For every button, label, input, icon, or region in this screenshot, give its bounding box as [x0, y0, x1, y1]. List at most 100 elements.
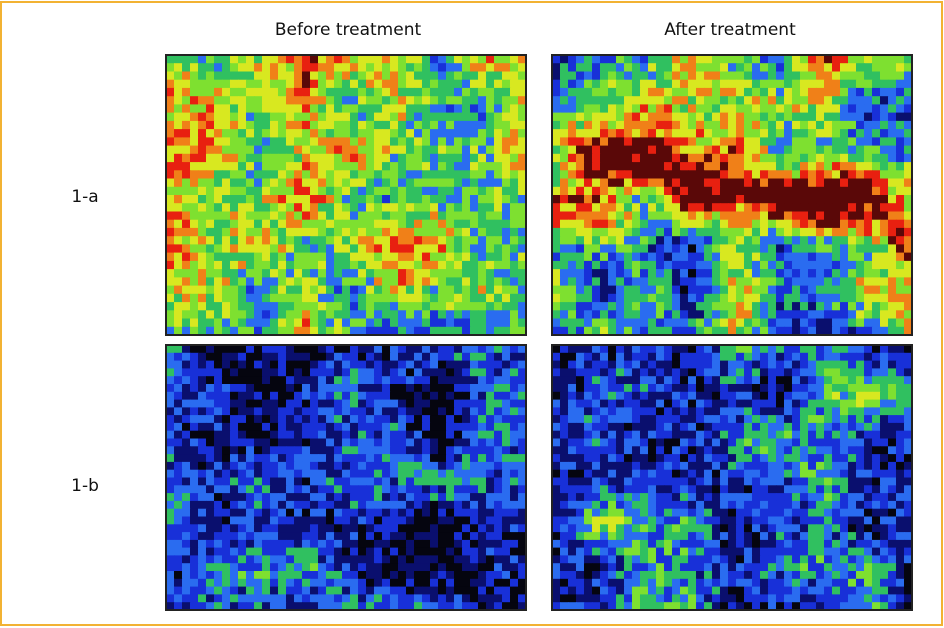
- heat-cell: [896, 368, 905, 376]
- heat-cell: [880, 286, 889, 295]
- heat-cell: [414, 236, 423, 245]
- heat-cell: [792, 392, 801, 400]
- heat-cell: [254, 376, 263, 384]
- heat-cell: [792, 170, 801, 179]
- heat-cell: [824, 220, 833, 229]
- heat-cell: [864, 195, 873, 204]
- heat-cell: [422, 454, 431, 462]
- heat-cell: [880, 220, 889, 229]
- heat-cell: [560, 72, 569, 81]
- heat-cell: [486, 579, 495, 587]
- heat-cell: [454, 269, 463, 278]
- heat-cell: [350, 532, 359, 540]
- heat-cell: [398, 88, 407, 97]
- heat-cell: [768, 195, 777, 204]
- row-label: 1-b: [71, 476, 99, 496]
- heat-cell: [680, 88, 689, 97]
- heat-cell: [430, 187, 439, 196]
- heat-cell: [382, 261, 391, 270]
- heat-cell: [374, 179, 383, 188]
- heat-cell: [430, 439, 439, 447]
- heat-cell: [278, 524, 287, 532]
- heatmap: [166, 345, 527, 611]
- heat-cell: [872, 376, 881, 384]
- heat-cell: [784, 310, 793, 319]
- heat-cell: [422, 587, 431, 595]
- heat-cell: [182, 439, 191, 447]
- heat-cell: [486, 88, 495, 97]
- heat-cell: [888, 154, 897, 163]
- heat-cell: [872, 88, 881, 97]
- heat-cell: [166, 501, 175, 509]
- heat-cell: [230, 415, 239, 423]
- heat-cell: [366, 187, 375, 196]
- heat-cell: [864, 269, 873, 278]
- heat-cell: [390, 563, 399, 571]
- heat-cell: [182, 376, 191, 384]
- heat-cell: [326, 187, 335, 196]
- heat-cell: [624, 146, 633, 155]
- heat-cell: [494, 294, 503, 303]
- heat-cell: [374, 540, 383, 548]
- heat-cell: [454, 96, 463, 105]
- heat-cell: [238, 146, 247, 155]
- heat-cell: [446, 478, 455, 486]
- heat-cell: [632, 129, 641, 138]
- heat-cell: [486, 563, 495, 571]
- heat-cell: [680, 269, 689, 278]
- heat-cell: [214, 462, 223, 470]
- heat-cell: [326, 439, 335, 447]
- heat-cell: [704, 96, 713, 105]
- heat-cell: [816, 137, 825, 146]
- heat-cell: [390, 423, 399, 431]
- heat-cell: [310, 563, 319, 571]
- heat-cell: [470, 319, 479, 328]
- heat-cell: [680, 72, 689, 81]
- heat-cell: [278, 88, 287, 97]
- heat-cell: [422, 294, 431, 303]
- heat-cell: [446, 485, 455, 493]
- heat-cell: [462, 392, 471, 400]
- heat-cell: [198, 72, 207, 81]
- heat-cell: [584, 345, 593, 353]
- heat-cell: [632, 236, 641, 245]
- heat-cell: [856, 55, 865, 64]
- heat-cell: [696, 228, 705, 237]
- heat-cell: [486, 253, 495, 262]
- heat-cell: [728, 407, 737, 415]
- heat-cell: [712, 286, 721, 295]
- heat-cell: [286, 501, 295, 509]
- heat-cell: [286, 244, 295, 253]
- heat-cell: [294, 113, 303, 122]
- heat-cell: [864, 244, 873, 253]
- heat-cell: [390, 261, 399, 270]
- heat-cell: [198, 286, 207, 295]
- heat-cell: [310, 431, 319, 439]
- heat-cell: [406, 548, 415, 556]
- heat-cell: [318, 594, 327, 602]
- heat-cell: [864, 80, 873, 89]
- heat-cell: [672, 261, 681, 270]
- heat-cell: [640, 319, 649, 328]
- heat-cell: [760, 353, 769, 361]
- heat-cell: [246, 228, 255, 237]
- heat-cell: [334, 493, 343, 501]
- heat-cell: [222, 195, 231, 204]
- heat-cell: [406, 170, 415, 179]
- heat-cell: [640, 187, 649, 196]
- heat-cell: [768, 187, 777, 196]
- heat-cell: [382, 571, 391, 579]
- heat-cell: [768, 220, 777, 229]
- heat-cell: [632, 187, 641, 196]
- heat-cell: [358, 253, 367, 262]
- heat-cell: [382, 302, 391, 311]
- heat-cell: [438, 407, 447, 415]
- heat-cell: [568, 104, 577, 113]
- heat-cell: [310, 310, 319, 319]
- heat-cell: [592, 244, 601, 253]
- heat-cell: [198, 137, 207, 146]
- heat-cell: [254, 400, 263, 408]
- heat-cell: [438, 579, 447, 587]
- heat-cell: [584, 277, 593, 286]
- heat-cell: [310, 220, 319, 229]
